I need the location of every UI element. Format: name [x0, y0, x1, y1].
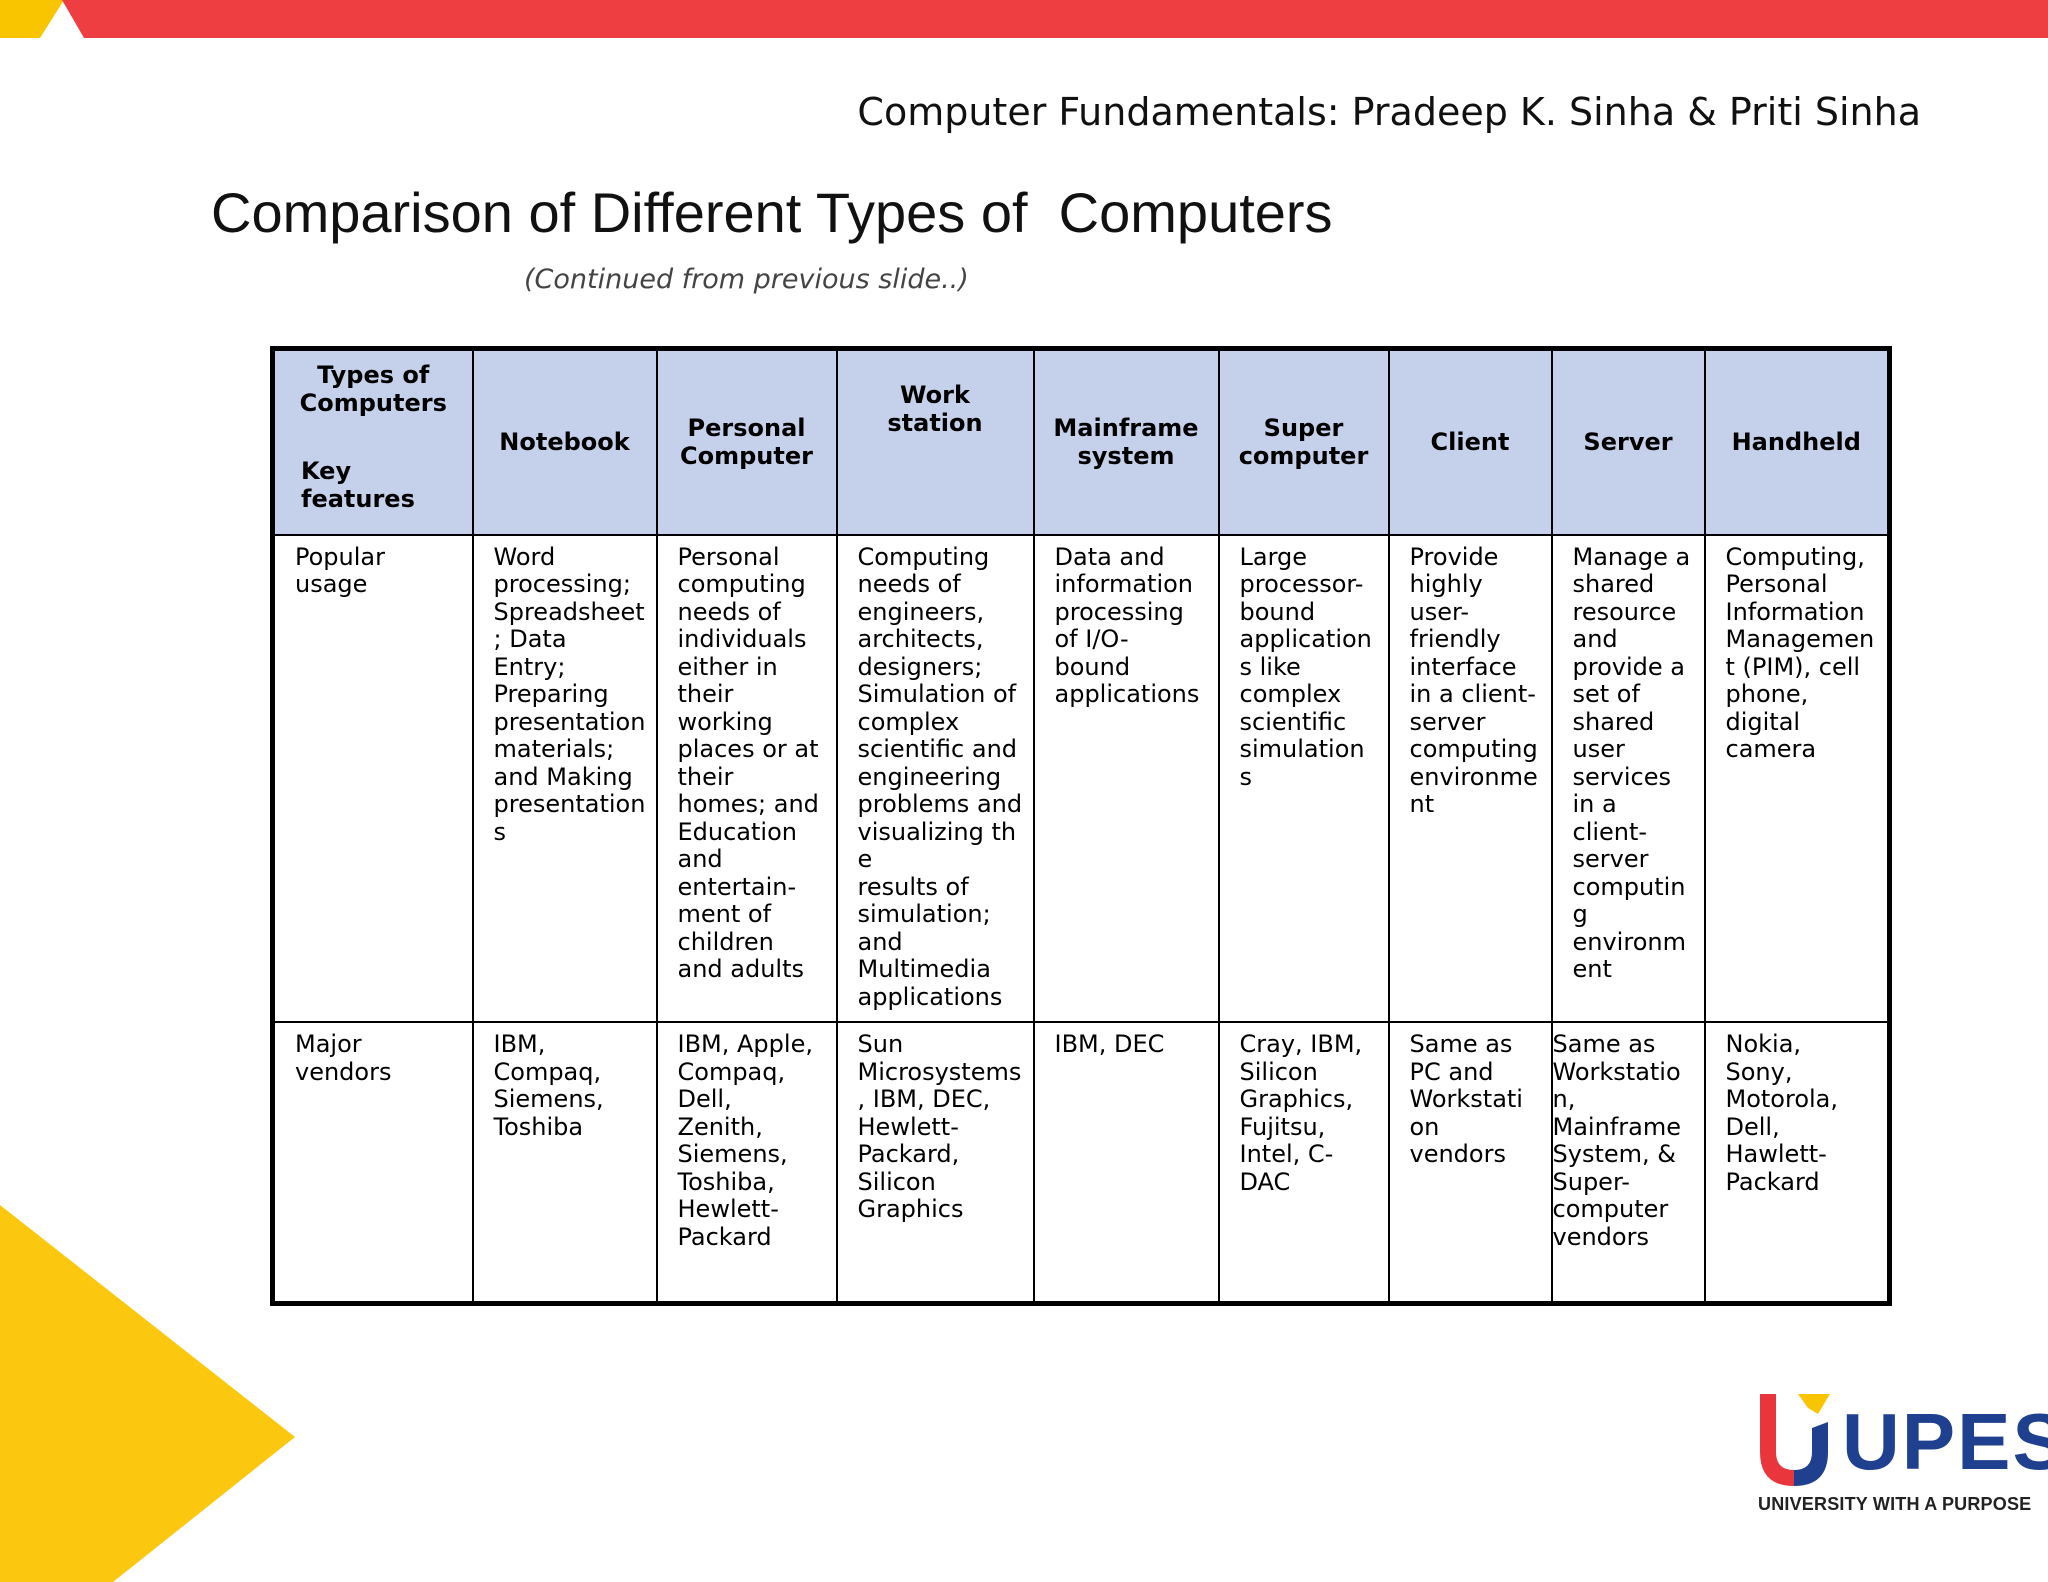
key-features-label: Key features [301, 457, 415, 513]
column-header: Notebook [471, 347, 658, 536]
table-cell: Large processor- bound application s lik… [1217, 533, 1390, 1024]
table-cell: Provide highly user- friendly interface … [1387, 533, 1553, 1024]
table-cell: Data and information processing of I/O- … [1032, 533, 1220, 1024]
upes-logo-icon [1760, 1394, 1830, 1486]
table-cell: Same as PC and Workstati on vendors [1387, 1021, 1553, 1305]
continued-note: (Continued from previous slide..) [524, 264, 969, 295]
row-label-cell: Major vendors [271, 1021, 474, 1305]
column-header: Server [1550, 347, 1706, 536]
decorative-yellow-shape [0, 1205, 295, 1582]
table-cell: Computing needs of engineers, architects… [835, 533, 1035, 1024]
row-label-cell: Popular usage [271, 533, 474, 1024]
table-row-popular-usage: Popular usage Word processing; Spreadshe… [271, 533, 1891, 1024]
table-cell: Computing, Personal Information Manageme… [1703, 533, 1891, 1024]
table-cell: IBM, Apple, Compaq, Dell, Zenith, Siemen… [655, 1021, 838, 1305]
table-cell: Sun Microsystems , IBM, DEC, Hewlett- Pa… [835, 1021, 1035, 1305]
table-cell: IBM, DEC [1032, 1021, 1220, 1305]
top-accent-red [62, 0, 2048, 38]
upes-logo-text: UPES [1842, 1397, 2048, 1486]
comparison-table: Types of Computers Key features Notebook… [270, 346, 1892, 1306]
upes-tagline: UNIVERSITY WITH A PURPOSE [1758, 1494, 2032, 1514]
column-header: Work station [835, 347, 1035, 536]
types-of-computers-label: Types of Computers [299, 361, 447, 417]
table-cell: Manage a shared resource and provide a s… [1550, 533, 1706, 1024]
column-header: Client [1387, 347, 1553, 536]
table-header-row: Types of Computers Key features Notebook… [271, 347, 1891, 536]
table-cell: Same as Workstation, Mainframe System, &… [1550, 1021, 1706, 1305]
corner-header-cell: Types of Computers Key features [271, 347, 474, 536]
column-header: Super computer [1217, 347, 1390, 536]
page-title: Comparison of Different Types of Compute… [211, 181, 1333, 244]
table-cell: Word processing; Spreadsheet ; Data Entr… [471, 533, 658, 1024]
table-cell: Cray, IBM, Silicon Graphics, Fujitsu, In… [1217, 1021, 1390, 1305]
table-cell: IBM, Compaq, Siemens, Toshiba [471, 1021, 658, 1305]
table-row-major-vendors: Major vendors IBM, Compaq, Siemens, Tosh… [271, 1021, 1891, 1305]
column-header: Handheld [1703, 347, 1891, 536]
column-header: Mainframe system [1032, 347, 1220, 536]
table-cell: Personal computing needs of individuals … [655, 533, 838, 1024]
table-cell: Nokia, Sony, Motorola, Dell, Hawlett- Pa… [1703, 1021, 1891, 1305]
book-credit: Computer Fundamentals: Pradeep K. Sinha … [857, 90, 1921, 134]
column-header: Personal Computer [655, 347, 838, 536]
comparison-table-container: Types of Computers Key features Notebook… [270, 346, 1892, 1306]
